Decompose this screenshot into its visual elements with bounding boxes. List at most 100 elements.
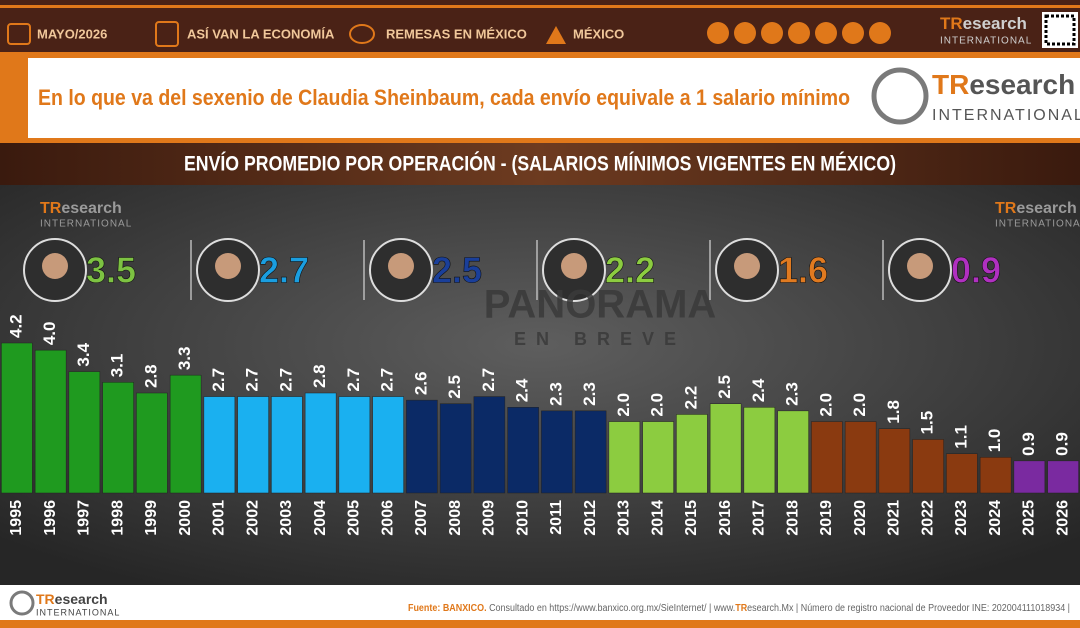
orange-line [0,138,1080,143]
x-tick-label: 2025 [1021,500,1038,536]
plot: 3.5 2.7 2.5 2.2 1.6 0.9 4.2 1995 4.0 1996 3.4 1997 3… [1,238,1079,536]
bar [406,399,438,494]
social-icon[interactable] [869,22,891,44]
social-icon[interactable] [815,22,837,44]
bar [34,349,67,494]
bar [439,403,472,494]
value-label: 2.0 [816,393,835,417]
value-label: 3.3 [175,347,194,371]
value-label: 1.1 [951,425,970,449]
watermark: EN BREVE [514,329,686,349]
value-label: 2.2 [681,386,700,410]
bar [1,342,33,494]
bar [777,410,809,494]
bar [203,396,236,494]
brand-watermark: TResearch [40,200,122,217]
value-label: 0.9 [1053,432,1072,456]
x-tick-label: 2009 [481,500,498,536]
bar [136,392,168,494]
social-icon[interactable] [707,22,729,44]
social-icon[interactable] [788,22,810,44]
value-label: 1.8 [884,400,903,424]
header-link[interactable]: REMESAS EN MÉXICO [386,26,527,41]
x-tick-label: 2011 [548,500,565,535]
bar [338,396,371,494]
bar [608,421,641,494]
x-tick-label: 1995 [8,500,25,536]
top-bar [0,0,1080,52]
value-label: 2.7 [344,368,363,392]
x-tick-label: 2018 [784,500,801,536]
footer-site-b: esearch.Mx [747,603,793,614]
value-label: 2.0 [614,393,633,417]
photo-face [734,253,760,279]
bar [1047,460,1079,494]
brand-b: esearch [963,14,1027,33]
footer-text: Fuente: BANXICO. Consultado en https://w… [408,603,1070,614]
brand-a: TR [40,200,62,217]
footer-stripe [0,620,1080,628]
brand-sub: INTERNATIONAL [940,36,1032,47]
value-label: 3.1 [108,354,127,378]
brand-sub: INTERNATIONAL [40,219,132,230]
header-date[interactable]: MAYO/2026 [37,26,107,41]
brand-a: TR [932,69,969,100]
brand-b: esearch [55,591,108,607]
x-tick-label: 2024 [987,500,1004,536]
header-link[interactable]: MÉXICO [573,26,624,41]
value-label: 2.7 [209,368,228,392]
bar [912,439,944,494]
bar [102,382,134,494]
bar [271,396,303,494]
value-label: 2.7 [479,368,498,392]
x-tick-label: 2023 [953,500,970,536]
economy-icon [155,21,179,47]
footer-site-a: TR [735,603,748,614]
logo-ring [9,590,35,616]
x-tick-label: 1996 [42,500,59,536]
x-tick-label: 2007 [413,500,430,536]
social-icon[interactable] [761,22,783,44]
social-icons [707,22,891,44]
remesas-icon [349,24,375,44]
bar [372,396,404,494]
value-label: 2.3 [546,382,565,406]
x-tick-label: 2002 [244,500,261,536]
value-label: 2.7 [378,368,397,392]
value-label: 2.0 [648,393,667,417]
average-value: 2.2 [605,250,655,291]
footer-source: Fuente: BANXICO. [408,603,487,614]
x-tick-label: 2016 [717,500,734,536]
x-tick-label: 1998 [109,500,126,536]
social-icon[interactable] [842,22,864,44]
bar [574,410,607,494]
x-tick-label: 2021 [886,500,903,536]
photo-face [561,253,587,279]
brand-logo: TResearch [940,14,1027,33]
x-tick-label: 2008 [447,500,464,536]
brand-a: TR [995,200,1017,217]
average-value: 2.7 [259,250,309,291]
footer-tail: | Número de registro nacional de Proveed… [796,603,1070,614]
x-tick-label: 2012 [582,500,599,536]
x-tick-label: 2022 [919,500,936,536]
value-label: 2.8 [141,364,160,388]
average-value: 0.9 [951,250,1001,291]
calendar-icon [7,23,31,45]
bar [237,396,269,494]
header-link[interactable]: ASÍ VAN LA ECONOMÍA [187,26,335,41]
social-icon[interactable] [734,22,756,44]
x-tick-label: 2014 [649,500,666,536]
photo-face [907,253,933,279]
x-tick-label: 2005 [346,500,363,536]
brand-b: esearch [61,200,122,217]
orange-line [0,52,1080,58]
x-tick-label: 2006 [379,500,396,536]
value-label: 2.0 [850,393,869,417]
brand-a: TR [940,14,963,33]
watermark: PANORAMA [484,283,717,327]
x-tick-label: 2020 [852,500,869,536]
footer-body: Consultado en https://www.banxico.org.mx… [489,603,735,614]
value-label: 2.5 [715,375,734,399]
